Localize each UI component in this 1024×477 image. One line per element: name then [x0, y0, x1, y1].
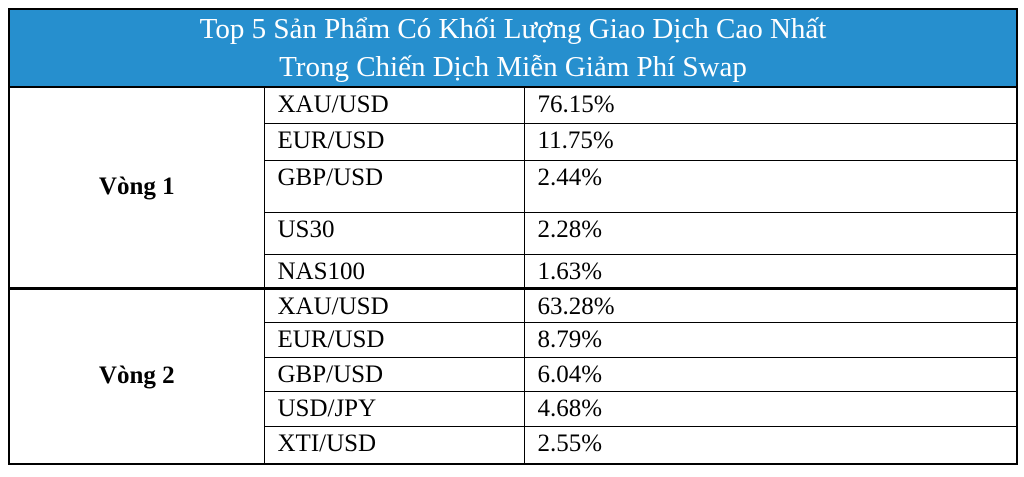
share-cell: 1.63% [523, 253, 1018, 289]
share-cell: 2.55% [523, 425, 1018, 465]
share-cell: 2.28% [523, 211, 1018, 255]
table-title-line-2: Trong Chiến Dịch Miễn Giảm Phí Swap [279, 51, 747, 83]
product-cell: XAU/USD [263, 286, 525, 323]
table-row: GBP/USD 6.04% [9, 356, 1018, 392]
product-cell: NAS100 [263, 253, 525, 289]
share-cell: 2.44% [523, 159, 1018, 213]
top-products-table: Top 5 Sản Phẩm Có Khối Lượng Giao Dịch C… [8, 8, 1018, 465]
document-page: Top 5 Sản Phẩm Có Khối Lượng Giao Dịch C… [8, 8, 1018, 465]
product-cell: GBP/USD [263, 356, 525, 392]
product-cell: US30 [263, 211, 525, 255]
share-cell: 6.04% [523, 356, 1018, 392]
share-cell: 8.79% [523, 321, 1018, 358]
share-cell: 76.15% [523, 86, 1018, 124]
share-cell: 63.28% [523, 286, 1018, 323]
product-cell: USD/JPY [263, 390, 525, 427]
table-title: Top 5 Sản Phẩm Có Khối Lượng Giao Dịch C… [8, 8, 1018, 88]
table-header-row: Top 5 Sản Phẩm Có Khối Lượng Giao Dịch C… [8, 8, 1018, 88]
product-cell: EUR/USD [263, 321, 525, 358]
round-2-label: Vòng 2 [8, 286, 265, 465]
table-row: EUR/USD 8.79% [9, 321, 1018, 358]
table-row: XTI/USD 2.55% [9, 425, 1018, 465]
round-1-label: Vòng 1 [8, 86, 265, 289]
table-title-line-1: Top 5 Sản Phẩm Có Khối Lượng Giao Dịch C… [199, 13, 827, 45]
table-row: EUR/USD 11.75% [9, 122, 1018, 161]
table-row: Vòng 1 XAU/USD 76.15% [8, 86, 1018, 289]
table-row: USD/JPY 4.68% [9, 390, 1018, 427]
share-cell: 4.68% [523, 390, 1018, 427]
share-cell: 11.75% [523, 122, 1018, 161]
table-row: Vòng 2 XAU/USD 63.28% [8, 286, 1018, 465]
table-row: US30 2.28% [9, 211, 1018, 255]
product-cell: XAU/USD [263, 86, 525, 124]
product-cell: EUR/USD [263, 122, 525, 161]
product-cell: GBP/USD [263, 159, 525, 213]
product-cell: XTI/USD [263, 425, 525, 465]
